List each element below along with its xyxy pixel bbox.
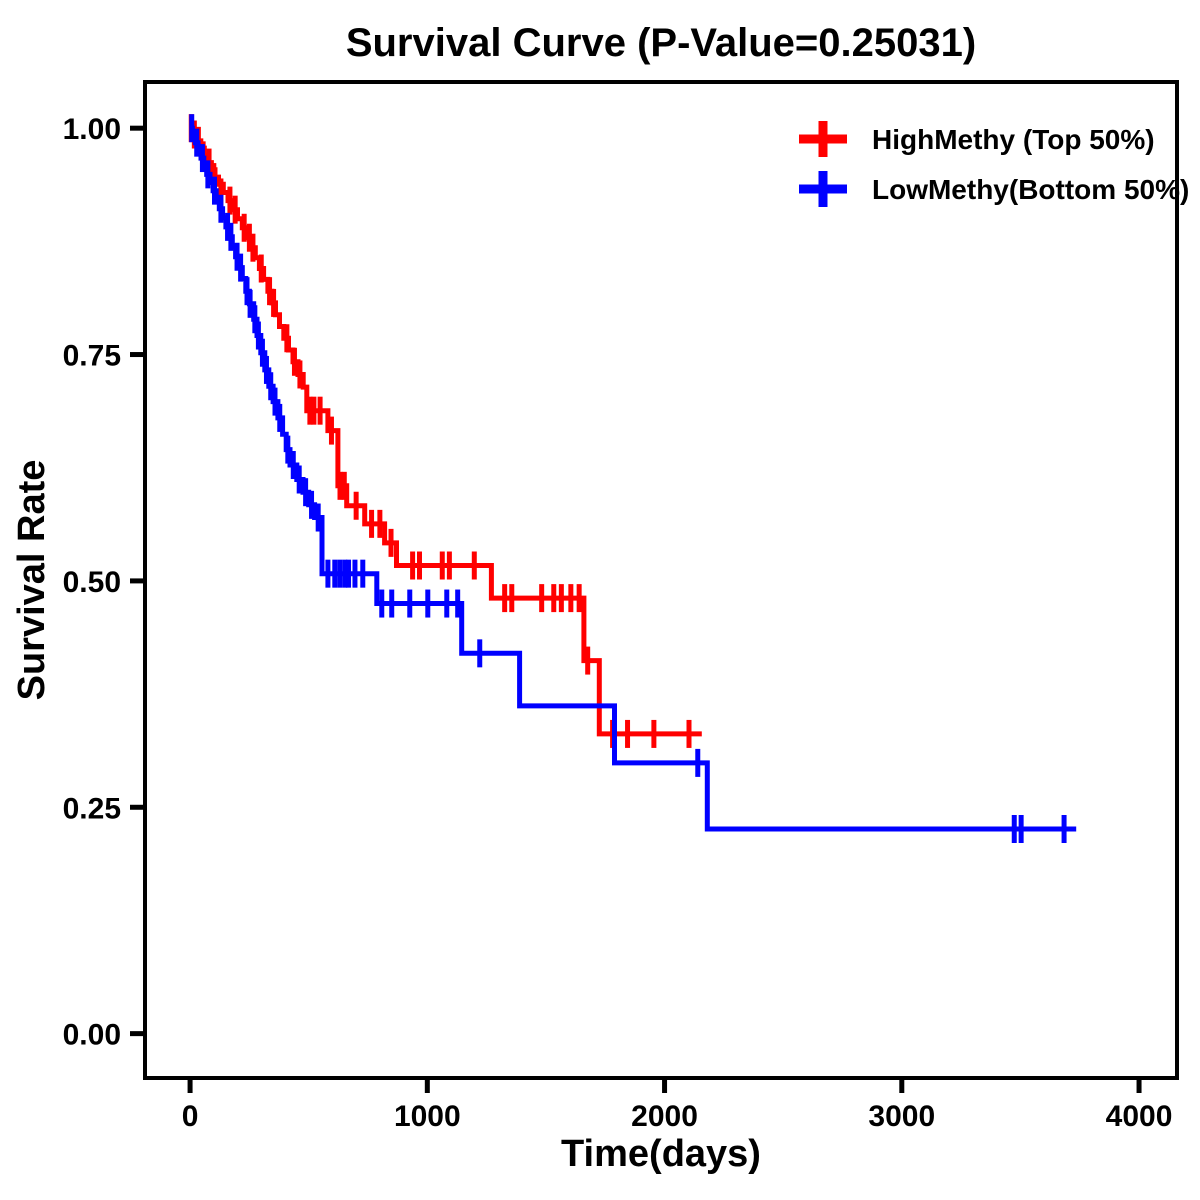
legend: HighMethy (Top 50%) LowMethy(Bottom 50%)	[799, 121, 1189, 207]
series-lowmethy	[189, 114, 1077, 843]
legend-label-lowmethy: LowMethy(Bottom 50%)	[872, 174, 1189, 205]
y-tick-label: 0.50	[63, 566, 121, 599]
lowmethy-plus-icon	[799, 171, 847, 207]
series-layer	[188, 114, 1077, 843]
plot-border	[143, 80, 1179, 1080]
chart-title: Survival Curve (P-Value=0.25031)	[346, 21, 976, 65]
x-axis-ticks: 0 1000 2000 3000 4000	[182, 1078, 1173, 1133]
legend-label-highmethy: HighMethy (Top 50%)	[872, 124, 1155, 155]
survival-step-curve	[190, 125, 702, 737]
x-tick-label: 4000	[1106, 1100, 1173, 1133]
x-axis-label: Time(days)	[561, 1133, 761, 1175]
x-tick-label: 1000	[394, 1100, 461, 1133]
y-tick-label: 0.75	[63, 340, 121, 373]
y-axis-ticks: 0.00 0.25 0.50 0.75 1.00	[63, 113, 145, 1052]
y-tick-label: 0.25	[63, 792, 121, 825]
y-tick-label: 0.00	[63, 1019, 121, 1052]
highmethy-plus-icon	[799, 121, 847, 157]
x-tick-label: 0	[182, 1100, 199, 1133]
series-highmethy	[188, 114, 702, 748]
y-tick-label: 1.00	[63, 113, 121, 146]
x-tick-label: 2000	[631, 1100, 698, 1133]
legend-item-lowmethy: LowMethy(Bottom 50%)	[799, 171, 1189, 207]
y-axis-label: Survival Rate	[11, 460, 53, 701]
survival-step-curve	[189, 125, 1077, 832]
legend-item-highmethy: HighMethy (Top 50%)	[799, 121, 1155, 157]
x-tick-label: 3000	[868, 1100, 935, 1133]
